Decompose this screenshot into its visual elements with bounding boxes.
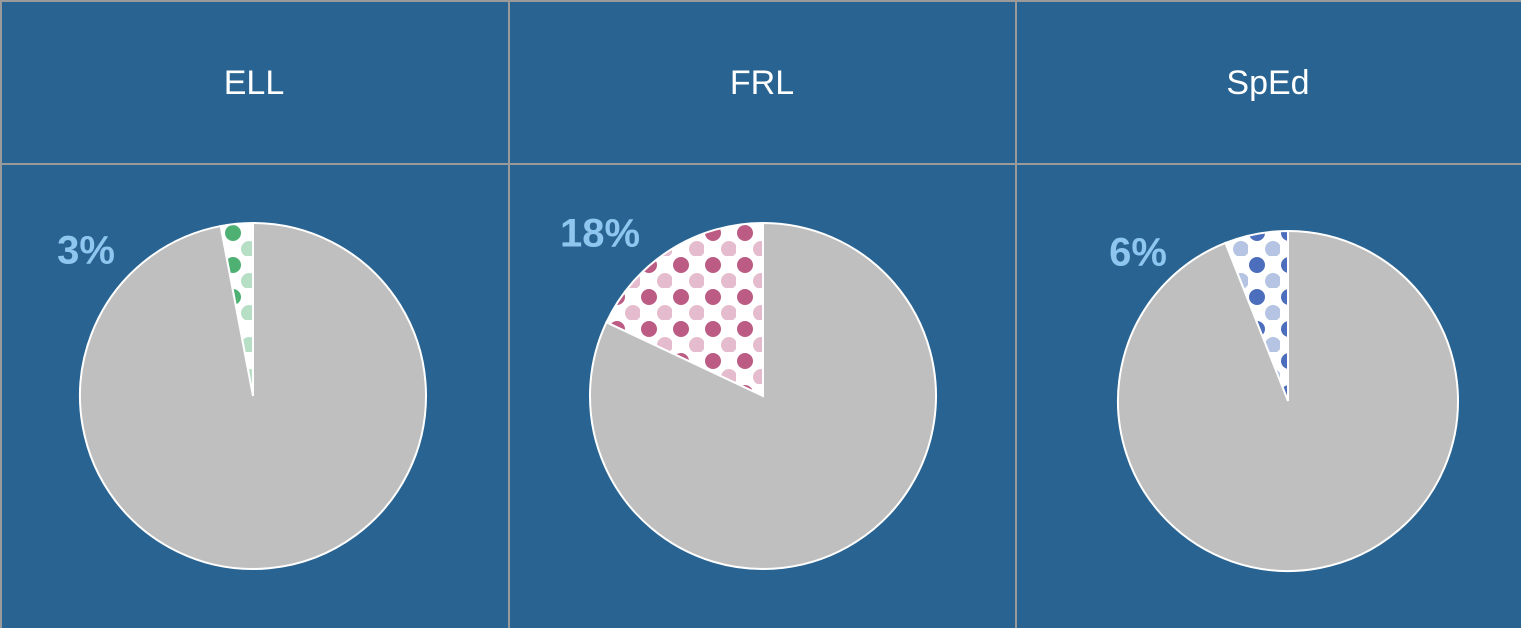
pie-slice xyxy=(1118,231,1458,571)
column-title: ELL xyxy=(224,64,285,102)
pie-slice xyxy=(80,223,426,569)
column-title: FRL xyxy=(730,64,794,102)
column-title: SpEd xyxy=(1226,64,1309,102)
value-label: 6% xyxy=(1109,231,1167,275)
pie-table: ELL 3% FRL 18% SpEd 6% xyxy=(0,0,1521,628)
value-label: 3% xyxy=(57,229,115,273)
value-label: 18% xyxy=(560,212,640,256)
